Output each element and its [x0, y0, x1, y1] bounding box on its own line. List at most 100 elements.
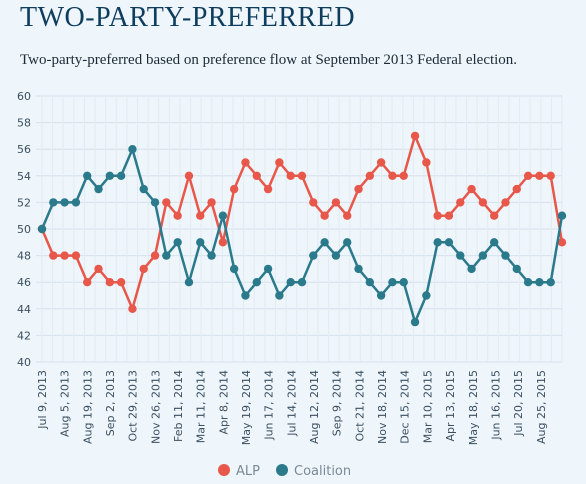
- data-point-alp: [399, 171, 408, 180]
- data-point-alp: [546, 171, 555, 180]
- legend-marker-alp: [218, 464, 230, 476]
- chart-subtitle: Two-party-preferred based on preference …: [20, 52, 518, 68]
- legend-marker-coalition: [276, 464, 288, 476]
- data-point-alp: [456, 198, 465, 207]
- data-point-coalition: [478, 251, 488, 260]
- data-point-alp: [467, 184, 476, 194]
- grid: [36, 95, 563, 363]
- legend-label-coalition: Coalition: [294, 464, 351, 479]
- data-point-alp: [173, 211, 182, 220]
- data-point-coalition: [60, 198, 69, 207]
- data-point-coalition: [501, 251, 510, 260]
- y-tick-label: 40: [17, 356, 31, 369]
- data-point-coalition: [512, 264, 521, 274]
- data-point-coalition: [37, 224, 47, 234]
- data-point-coalition: [422, 291, 431, 300]
- y-tick-label: 44: [17, 303, 31, 316]
- data-point-coalition: [71, 198, 81, 207]
- x-tick-label: May 18, 2015: [467, 370, 480, 445]
- data-point-alp: [218, 238, 228, 247]
- x-tick-label: Aug 5, 2013: [59, 370, 72, 437]
- data-point-coalition: [456, 251, 465, 260]
- x-tick-label: Nov 18, 2014: [376, 370, 389, 444]
- data-point-alp: [184, 171, 194, 180]
- data-point-alp: [252, 171, 261, 180]
- x-tick-label: Dec 15, 2014: [399, 370, 412, 444]
- data-point-coalition: [275, 291, 284, 300]
- data-point-alp: [557, 238, 567, 247]
- data-point-coalition: [297, 278, 307, 287]
- x-tick-label: Jul 14, 2014: [285, 370, 298, 437]
- data-point-coalition: [150, 198, 160, 207]
- data-point-coalition: [557, 211, 567, 220]
- data-point-coalition: [331, 251, 341, 260]
- data-point-alp: [116, 278, 126, 287]
- data-point-coalition: [207, 251, 216, 260]
- data-point-alp: [139, 264, 148, 274]
- data-point-alp: [535, 171, 544, 180]
- y-tick-label: 54: [17, 170, 31, 183]
- x-tick-label: Mar 11, 2014: [195, 370, 208, 443]
- data-point-coalition: [410, 317, 420, 327]
- x-tick-label: Sep 2, 2013: [104, 370, 117, 436]
- data-point-coalition: [229, 264, 239, 274]
- data-point-alp: [275, 158, 284, 167]
- data-point-coalition: [116, 171, 126, 180]
- data-point-coalition: [49, 198, 58, 207]
- data-point-coalition: [139, 184, 148, 194]
- y-tick-label: 58: [17, 117, 31, 130]
- data-point-alp: [286, 171, 295, 180]
- data-point-alp: [83, 278, 92, 287]
- series: [37, 131, 567, 327]
- data-point-coalition: [263, 264, 273, 274]
- x-tick-label: Mar 10, 2015: [421, 370, 434, 443]
- x-tick-label: Aug 12, 2014: [308, 370, 321, 444]
- data-point-alp: [320, 211, 329, 220]
- y-axis: 40 42 44 46 48 50 52 54 56 58 60: [17, 90, 31, 369]
- data-point-alp: [523, 171, 533, 180]
- data-point-coalition: [546, 278, 555, 287]
- data-point-alp: [128, 304, 137, 313]
- data-point-alp: [105, 278, 115, 287]
- y-tick-label: 52: [17, 196, 31, 209]
- y-tick-label: 42: [17, 329, 31, 342]
- data-point-alp: [433, 211, 442, 220]
- data-point-alp: [297, 171, 307, 180]
- data-point-coalition: [467, 264, 476, 274]
- x-tick-label: Oct 21, 2014: [353, 370, 366, 442]
- data-point-alp: [94, 264, 103, 274]
- data-point-coalition: [489, 238, 499, 247]
- x-tick-label: Nov 26, 2013: [149, 370, 162, 444]
- data-point-coalition: [162, 251, 171, 260]
- x-tick-label: May 19, 2014: [240, 370, 253, 445]
- data-point-coalition: [218, 211, 228, 220]
- data-point-alp: [365, 171, 375, 180]
- data-point-coalition: [83, 171, 92, 180]
- data-point-alp: [49, 251, 58, 260]
- data-point-coalition: [388, 278, 397, 287]
- data-point-coalition: [354, 264, 363, 274]
- x-axis: Jul 9, 2013 Aug 5, 2013 Aug 19, 2013 Sep 2,…: [36, 370, 548, 445]
- data-point-alp: [71, 251, 81, 260]
- data-point-coalition: [309, 251, 318, 260]
- data-point-alp: [478, 198, 488, 207]
- data-point-alp: [229, 184, 239, 194]
- data-point-alp: [376, 158, 386, 167]
- data-point-alp: [150, 251, 160, 260]
- data-point-alp: [196, 211, 205, 220]
- data-point-alp: [422, 158, 431, 167]
- data-point-alp: [331, 198, 341, 207]
- data-point-coalition: [241, 291, 250, 300]
- data-point-alp: [512, 184, 521, 194]
- data-point-alp: [489, 211, 499, 220]
- y-tick-label: 56: [17, 143, 31, 156]
- y-tick-label: 60: [17, 90, 31, 103]
- data-point-alp: [162, 198, 171, 207]
- x-tick-label: Jun 16, 2015: [489, 370, 502, 441]
- data-point-alp: [354, 184, 363, 194]
- legend: ALP Coalition: [218, 464, 351, 479]
- data-point-coalition: [320, 238, 329, 247]
- data-point-coalition: [343, 238, 352, 247]
- data-point-coalition: [184, 278, 194, 287]
